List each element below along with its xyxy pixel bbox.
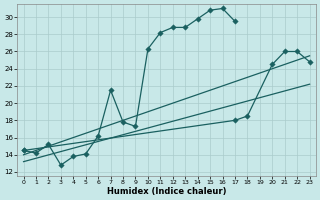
X-axis label: Humidex (Indice chaleur): Humidex (Indice chaleur): [107, 187, 226, 196]
